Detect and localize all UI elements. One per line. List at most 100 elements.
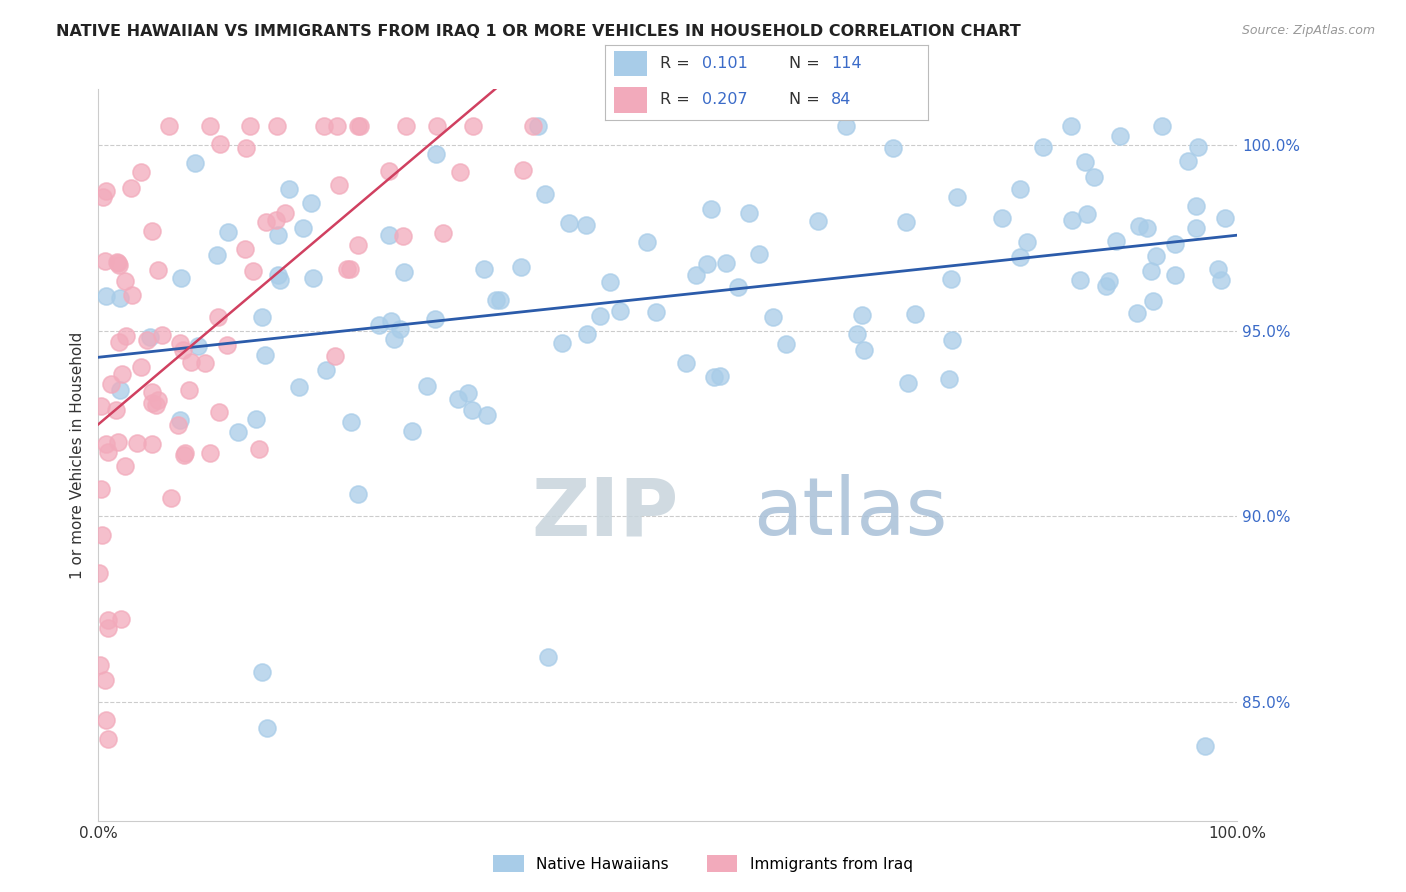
Point xyxy=(141,224,163,238)
Point xyxy=(1206,261,1229,276)
Text: 114: 114 xyxy=(831,56,862,71)
Point xyxy=(537,650,560,665)
Point xyxy=(217,225,239,239)
Point xyxy=(461,120,484,134)
Point xyxy=(256,721,278,735)
Point xyxy=(207,405,229,419)
Point xyxy=(851,308,873,322)
Point xyxy=(1211,273,1233,287)
Point xyxy=(1164,268,1187,282)
Point xyxy=(685,268,707,282)
Point xyxy=(104,403,127,417)
Point xyxy=(94,714,117,728)
Point xyxy=(274,206,297,220)
Point xyxy=(1083,169,1105,184)
Point xyxy=(589,309,612,323)
Point xyxy=(205,248,228,262)
Point xyxy=(1136,220,1159,235)
Point xyxy=(114,329,136,343)
Point xyxy=(97,621,120,635)
Point xyxy=(252,310,274,325)
Point xyxy=(110,612,132,626)
Point xyxy=(288,380,311,394)
Point xyxy=(200,120,222,134)
Point xyxy=(1213,211,1236,226)
Point xyxy=(426,120,449,134)
Point xyxy=(226,425,249,439)
Point xyxy=(1152,120,1174,134)
Point xyxy=(207,310,229,324)
Point xyxy=(157,120,180,134)
Point xyxy=(534,186,557,201)
Text: 0.101: 0.101 xyxy=(702,56,748,71)
Point xyxy=(141,385,163,400)
Point xyxy=(1060,213,1083,227)
Point xyxy=(703,370,725,384)
Point xyxy=(522,120,544,134)
Point xyxy=(314,120,336,134)
Point xyxy=(264,213,287,227)
Text: ZIP: ZIP xyxy=(531,475,679,552)
Point xyxy=(146,392,169,407)
Point xyxy=(145,398,167,412)
Point xyxy=(299,195,322,210)
Point xyxy=(97,613,120,627)
Point xyxy=(1187,139,1209,153)
Point xyxy=(94,253,117,268)
Point xyxy=(160,491,183,505)
Point xyxy=(253,348,276,362)
Legend: Native Hawaiians, Immigrants from Iraq: Native Hawaiians, Immigrants from Iraq xyxy=(485,847,921,880)
Point xyxy=(107,434,129,449)
Point xyxy=(187,339,209,353)
Point xyxy=(853,343,876,358)
Point xyxy=(882,141,904,155)
Point xyxy=(247,442,270,456)
Point xyxy=(700,202,723,216)
Point xyxy=(94,184,117,198)
Point xyxy=(172,343,194,357)
Point xyxy=(1177,153,1199,168)
Point xyxy=(938,372,960,386)
Point xyxy=(107,256,129,270)
Bar xyxy=(614,51,647,77)
Point xyxy=(380,314,402,328)
Point xyxy=(184,156,207,170)
Point xyxy=(336,261,359,276)
Point xyxy=(941,333,963,347)
Point xyxy=(1076,207,1098,221)
Point xyxy=(179,383,201,397)
Point xyxy=(138,329,160,343)
Point xyxy=(100,377,122,392)
Point xyxy=(114,458,136,473)
Point xyxy=(94,436,117,450)
Point xyxy=(233,242,256,256)
Point xyxy=(550,335,572,350)
Point xyxy=(1098,274,1121,288)
Point xyxy=(89,657,111,672)
Point xyxy=(90,399,112,413)
Point xyxy=(636,235,658,250)
Point xyxy=(267,268,290,282)
Point xyxy=(347,487,370,501)
Point xyxy=(609,304,631,318)
Point xyxy=(173,446,195,460)
Point xyxy=(269,273,291,287)
Point xyxy=(1074,155,1097,169)
Point xyxy=(1164,236,1187,251)
Point xyxy=(169,270,191,285)
Point xyxy=(941,272,963,286)
Point xyxy=(714,255,737,269)
Point xyxy=(599,275,621,289)
Point xyxy=(510,260,533,274)
Point xyxy=(278,181,301,195)
Point xyxy=(461,402,484,417)
Text: 0.207: 0.207 xyxy=(702,92,747,107)
Point xyxy=(96,289,118,303)
Point xyxy=(527,120,550,134)
Point xyxy=(425,147,447,161)
Point xyxy=(1125,306,1147,320)
Point xyxy=(108,292,131,306)
Point xyxy=(141,437,163,451)
Text: Source: ZipAtlas.com: Source: ZipAtlas.com xyxy=(1241,24,1375,37)
Point xyxy=(1032,140,1054,154)
